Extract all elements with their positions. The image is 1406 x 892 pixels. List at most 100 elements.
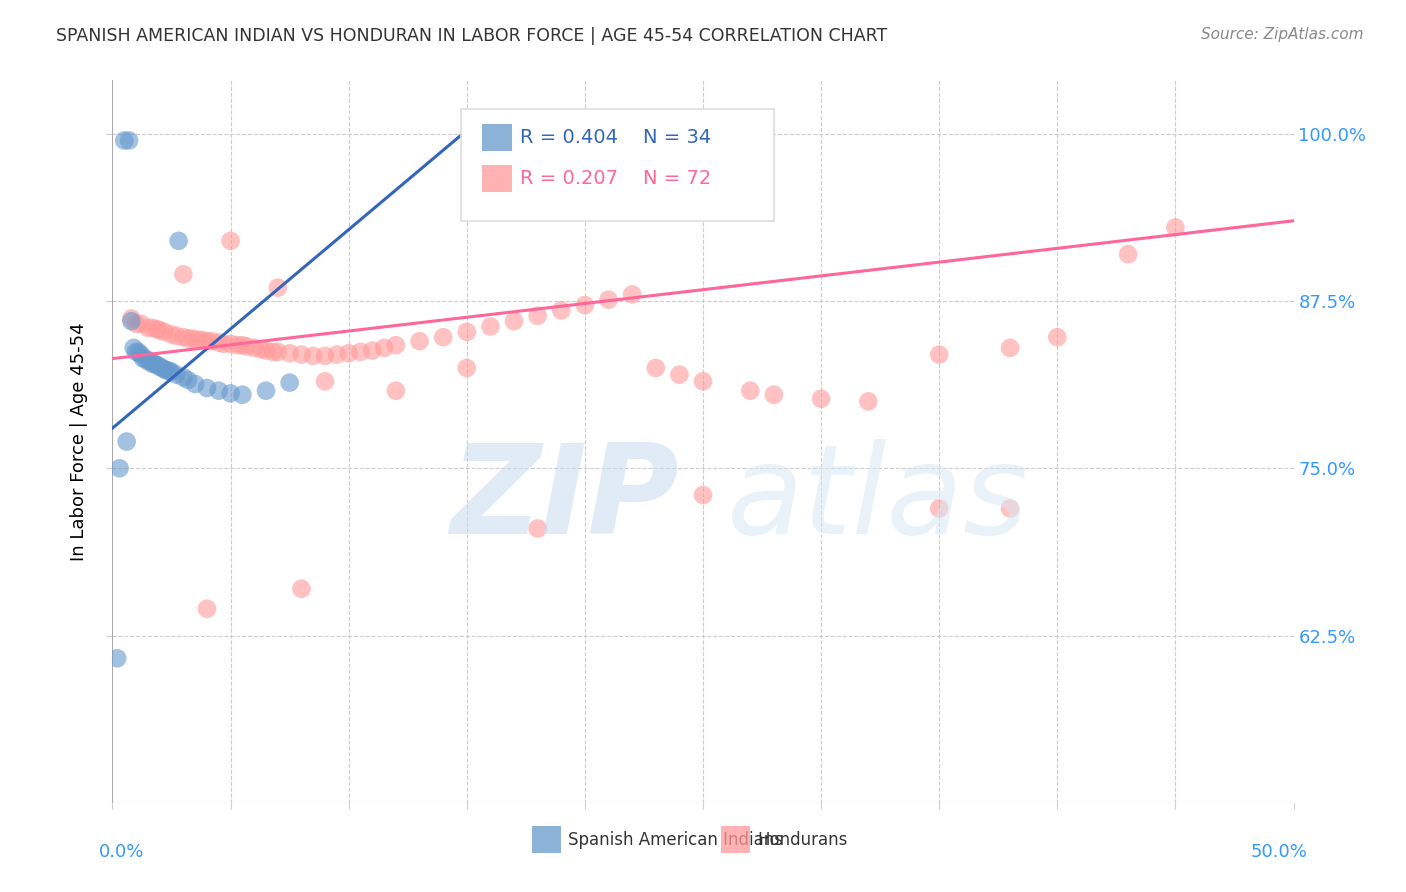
Point [236,340,259,354]
Point [153,325,176,339]
Point [129,317,152,331]
Point [385,338,408,352]
Point [132,351,155,366]
Point [112,134,135,148]
Point [172,370,194,384]
Point [153,362,176,376]
Point [668,368,690,382]
Bar [482,124,512,151]
Point [262,345,284,359]
Point [125,317,148,331]
Point [149,359,172,374]
Point [142,321,165,335]
Text: 0.0%: 0.0% [98,843,143,861]
Point [136,321,159,335]
Point [172,330,194,344]
Point [105,651,128,665]
Point [115,434,138,449]
Point [219,337,242,351]
Point [177,373,200,387]
Point [432,330,454,344]
Point [146,322,169,336]
Point [644,361,666,376]
Text: Spanish American Indians: Spanish American Indians [568,830,783,848]
Point [621,287,644,301]
Point [762,387,785,401]
Point [226,338,249,352]
Point [160,327,183,342]
Point [181,332,204,346]
Point [139,354,162,368]
Point [302,349,325,363]
Point [219,234,242,248]
Point [208,335,231,350]
Point [1116,247,1139,261]
Point [243,341,266,355]
Point [254,384,277,398]
Point [998,501,1021,516]
Point [120,314,142,328]
Point [692,375,714,389]
Point [177,332,200,346]
Point [219,386,242,401]
Point [278,346,301,360]
Point [231,338,253,352]
Point [208,384,231,398]
Point [267,345,290,359]
Point [125,345,148,359]
Point [267,280,290,294]
Bar [721,826,751,854]
Point [526,522,548,536]
Point [349,345,371,359]
Point [526,309,548,323]
Point [160,365,183,379]
Text: ZIP: ZIP [451,439,679,560]
Point [503,314,526,328]
Point [550,303,572,318]
Point [456,325,478,339]
Point [810,392,832,406]
Point [184,377,207,392]
Point [195,334,218,349]
Text: Source: ZipAtlas.com: Source: ZipAtlas.com [1201,27,1364,42]
Point [858,394,880,409]
Point [337,346,360,360]
Point [195,602,218,616]
Point [479,319,502,334]
Point [326,348,349,362]
Point [129,348,152,362]
Point [740,384,762,398]
Text: atlas: atlas [727,439,1029,560]
Point [172,268,194,282]
Point [1046,330,1069,344]
Point [928,348,950,362]
Point [928,501,950,516]
Point [167,234,190,248]
Point [201,334,224,349]
Bar [482,165,512,193]
Point [290,348,312,362]
Point [118,134,141,148]
Point [135,351,157,366]
Point [361,343,384,358]
Point [314,375,336,389]
Text: SPANISH AMERICAN INDIAN VS HONDURAN IN LABOR FORCE | AGE 45-54 CORRELATION CHART: SPANISH AMERICAN INDIAN VS HONDURAN IN L… [56,27,887,45]
Point [156,364,179,378]
Point [122,341,145,355]
Point [254,343,277,358]
Point [314,349,336,363]
Point [456,361,478,376]
Bar [531,826,561,854]
Point [191,333,214,347]
Point [692,488,714,502]
Point [157,364,180,378]
Point [231,387,253,401]
Point [598,293,620,307]
Point [373,341,395,355]
Point [212,337,235,351]
Point [1164,220,1187,235]
Point [127,345,149,359]
Y-axis label: In Labor Force | Age 45-54: In Labor Force | Age 45-54 [70,322,89,561]
Point [150,361,173,376]
Point [195,381,218,395]
